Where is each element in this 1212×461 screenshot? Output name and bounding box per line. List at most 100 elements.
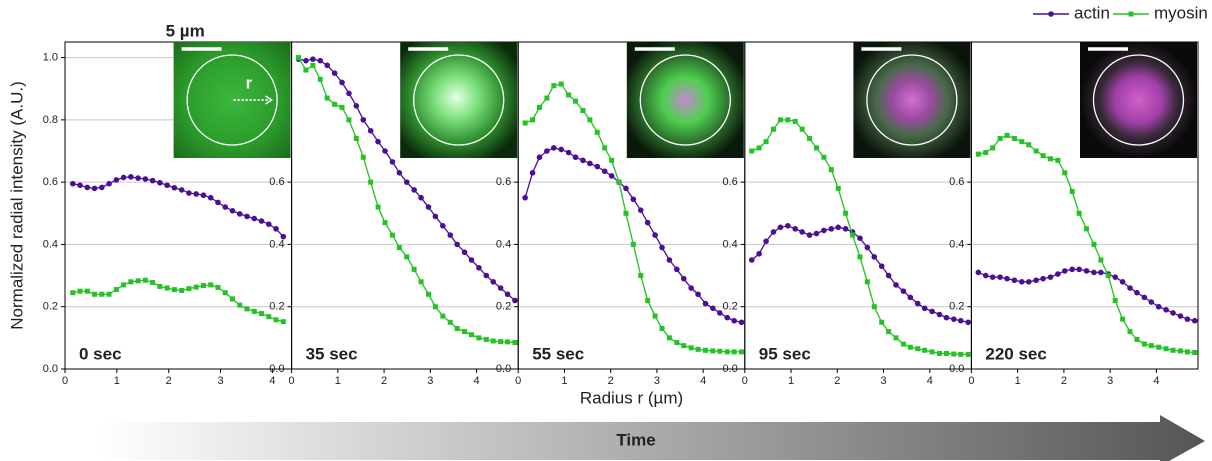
data-point bbox=[332, 101, 338, 107]
data-point bbox=[893, 335, 899, 341]
data-point bbox=[99, 184, 105, 191]
data-point bbox=[1004, 275, 1010, 282]
x-tick-label: 0 bbox=[742, 375, 748, 387]
data-point bbox=[193, 284, 199, 290]
data-point bbox=[637, 207, 644, 213]
data-point bbox=[997, 136, 1003, 142]
y-tick-label: 0.2 bbox=[723, 301, 738, 313]
data-point bbox=[91, 185, 98, 192]
data-point bbox=[440, 313, 446, 319]
data-point bbox=[702, 347, 708, 353]
data-point bbox=[171, 287, 177, 293]
data-point bbox=[375, 138, 381, 145]
data-point bbox=[303, 67, 309, 73]
radius-label: r bbox=[246, 73, 253, 92]
scale-bar-label: 5 µm bbox=[166, 21, 205, 40]
data-point bbox=[580, 108, 586, 114]
data-point bbox=[1184, 349, 1190, 355]
data-point bbox=[616, 179, 622, 185]
data-point bbox=[1047, 274, 1054, 280]
data-point bbox=[645, 297, 651, 303]
data-point bbox=[324, 95, 330, 101]
panel-time-label: 55 sec bbox=[532, 344, 584, 363]
data-point bbox=[695, 346, 701, 352]
data-point bbox=[1127, 329, 1133, 335]
data-point bbox=[850, 232, 856, 238]
data-point bbox=[638, 273, 644, 279]
y-tick-label: 0.2 bbox=[949, 301, 964, 313]
data-point bbox=[1148, 343, 1154, 349]
x-tick-label: 2 bbox=[166, 375, 172, 387]
data-point bbox=[498, 339, 504, 345]
data-point bbox=[346, 117, 352, 123]
data-point bbox=[1155, 303, 1162, 310]
data-point bbox=[936, 350, 942, 356]
data-point bbox=[710, 348, 716, 354]
data-point bbox=[630, 196, 637, 203]
data-point bbox=[943, 314, 950, 321]
data-point bbox=[483, 272, 490, 279]
data-point bbox=[360, 154, 366, 160]
data-point bbox=[425, 204, 432, 210]
data-point bbox=[389, 232, 395, 238]
data-point bbox=[440, 222, 446, 229]
data-point bbox=[688, 285, 694, 291]
x-tick-label: 1 bbox=[335, 375, 341, 387]
data-point bbox=[157, 283, 163, 289]
data-point bbox=[490, 338, 496, 344]
data-point bbox=[756, 145, 762, 151]
data-point bbox=[251, 308, 257, 314]
data-point bbox=[828, 167, 834, 173]
data-point bbox=[505, 339, 511, 345]
x-tick-label: 3 bbox=[654, 375, 660, 387]
data-point bbox=[731, 317, 737, 324]
data-point bbox=[885, 272, 892, 279]
data-point bbox=[1026, 142, 1032, 148]
data-point bbox=[551, 145, 557, 151]
data-point bbox=[828, 226, 835, 232]
data-point bbox=[1156, 344, 1162, 350]
data-point bbox=[777, 224, 784, 231]
data-point bbox=[1011, 136, 1017, 142]
x-tick-label: 2 bbox=[1061, 375, 1067, 387]
data-point bbox=[186, 286, 192, 292]
y-tick-label: 0.2 bbox=[269, 301, 284, 313]
data-point bbox=[1011, 277, 1018, 284]
data-point bbox=[296, 55, 302, 61]
data-point bbox=[303, 57, 309, 64]
data-point bbox=[536, 104, 542, 110]
data-point bbox=[558, 146, 565, 153]
data-point bbox=[1098, 257, 1104, 263]
data-point bbox=[135, 278, 141, 284]
legend: actin myosin bbox=[1033, 3, 1208, 22]
data-point bbox=[652, 232, 658, 238]
data-point bbox=[821, 227, 827, 234]
data-point bbox=[106, 180, 112, 187]
panel: 0.0 0.2 0.4 0.6 0 1 2 3 4 35 sec bbox=[269, 41, 519, 387]
inset-image bbox=[173, 42, 291, 158]
data-point bbox=[915, 346, 921, 352]
x-tick-label: 1 bbox=[1015, 375, 1021, 387]
data-point bbox=[69, 180, 76, 187]
data-point bbox=[331, 70, 338, 76]
data-point bbox=[1040, 153, 1046, 159]
x-tick-label: 1 bbox=[788, 375, 794, 387]
panel-time-label: 0 sec bbox=[79, 344, 122, 363]
data-point bbox=[1055, 157, 1061, 163]
data-point bbox=[763, 139, 769, 145]
data-point bbox=[982, 272, 989, 279]
data-point bbox=[748, 257, 755, 263]
x-tick-label: 0 bbox=[968, 375, 974, 387]
panel: 0.0 0.2 0.4 0.6 0 1 2 3 4 95 sec bbox=[723, 41, 972, 387]
legend-marker bbox=[1128, 11, 1134, 17]
y-tick-label: 0.2 bbox=[496, 301, 511, 313]
data-point bbox=[813, 145, 819, 151]
y-tick-label: 0.4 bbox=[269, 238, 284, 250]
time-arrow bbox=[100, 415, 1205, 461]
data-point bbox=[1134, 336, 1140, 342]
data-point bbox=[623, 210, 629, 216]
data-point bbox=[1055, 271, 1061, 277]
data-point bbox=[490, 279, 497, 285]
y-tick-label: 0.0 bbox=[496, 363, 511, 375]
data-point bbox=[266, 314, 272, 320]
